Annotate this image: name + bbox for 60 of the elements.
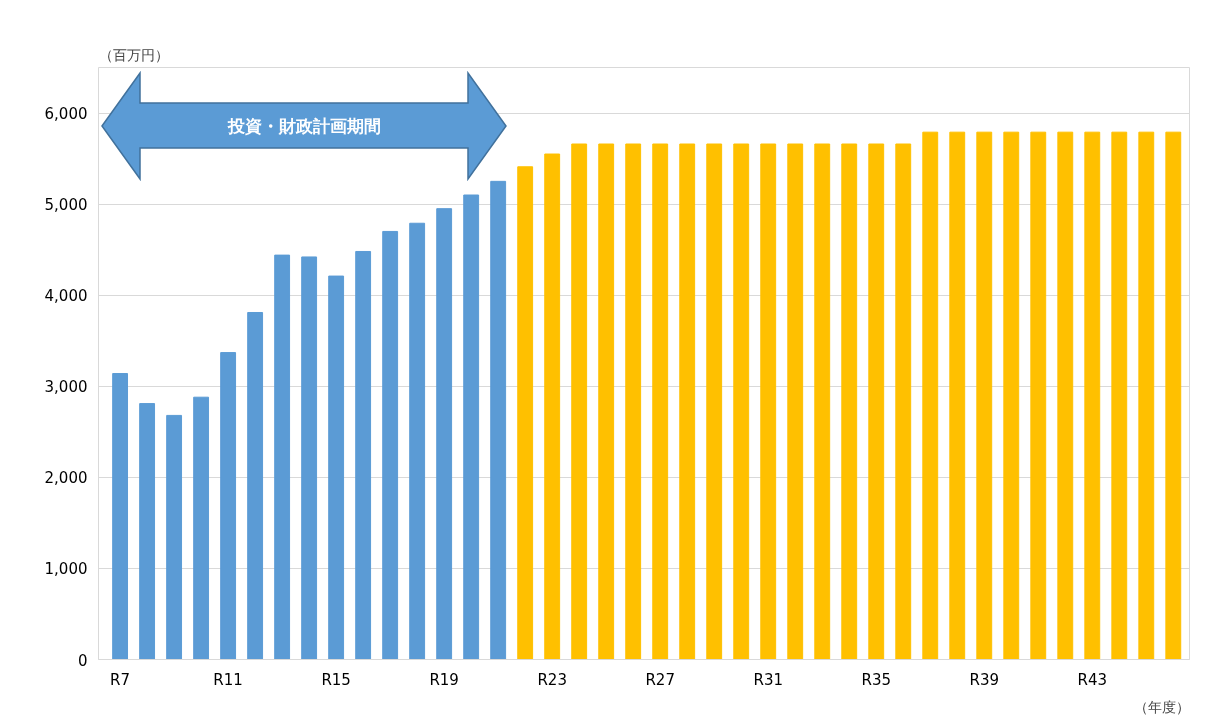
y-tick-label: 1,000 xyxy=(44,560,88,579)
x-tick-label: R31 xyxy=(753,670,783,689)
bar xyxy=(1003,131,1020,660)
x-tick-label: R7 xyxy=(110,670,131,689)
bar xyxy=(733,143,750,660)
bar xyxy=(706,143,723,660)
bar xyxy=(1030,131,1047,660)
bar xyxy=(571,143,588,660)
bar xyxy=(193,396,210,660)
bar xyxy=(463,194,480,660)
bar xyxy=(949,131,966,660)
bar xyxy=(409,222,426,660)
y-tick-label: 5,000 xyxy=(44,196,88,215)
bar xyxy=(868,143,885,660)
annotation: 投資・財政計画期間 xyxy=(226,116,381,136)
x-tick-label: R11 xyxy=(213,670,243,689)
bar xyxy=(895,143,912,660)
bar xyxy=(301,256,318,660)
x-tick-label: R43 xyxy=(1077,670,1108,689)
bar xyxy=(652,143,669,660)
bar xyxy=(922,131,939,660)
y-tick-label: 3,000 xyxy=(44,378,88,397)
bar xyxy=(1084,131,1101,660)
bar xyxy=(517,166,534,660)
bar xyxy=(1111,131,1128,660)
bar xyxy=(841,143,858,660)
bar xyxy=(1165,131,1182,660)
x-tick-label: R15 xyxy=(321,670,351,689)
bar xyxy=(814,143,831,660)
bar xyxy=(544,153,561,660)
bar xyxy=(598,143,615,660)
x-tick-label: R35 xyxy=(861,670,891,689)
x-tick-label: R23 xyxy=(537,670,567,689)
bar xyxy=(112,373,129,660)
bar xyxy=(274,254,291,660)
bar xyxy=(490,180,507,660)
bar xyxy=(787,143,804,660)
y-axis-title: （百万円） xyxy=(98,46,169,63)
y-tick-label: 2,000 xyxy=(44,469,88,488)
bar xyxy=(220,352,237,660)
y-tick-label: 6,000 xyxy=(44,105,88,124)
bar xyxy=(1057,131,1074,660)
bar xyxy=(166,414,183,660)
y-tick-label: 0 xyxy=(77,651,88,670)
bar xyxy=(436,208,453,660)
bar xyxy=(247,312,264,660)
y-tick-label: 4,000 xyxy=(44,287,88,306)
bar xyxy=(760,143,777,660)
bar xyxy=(328,275,345,660)
bar xyxy=(139,403,156,660)
bar xyxy=(382,230,399,660)
bar xyxy=(355,250,372,660)
x-axis-title: （年度） xyxy=(1133,698,1190,715)
bar xyxy=(679,143,696,660)
bar xyxy=(1138,131,1155,660)
x-tick-label: R39 xyxy=(969,670,1000,689)
bar xyxy=(625,143,642,660)
x-tick-label: R19 xyxy=(429,670,459,689)
bar xyxy=(976,131,993,660)
x-tick-label: R27 xyxy=(645,670,675,689)
